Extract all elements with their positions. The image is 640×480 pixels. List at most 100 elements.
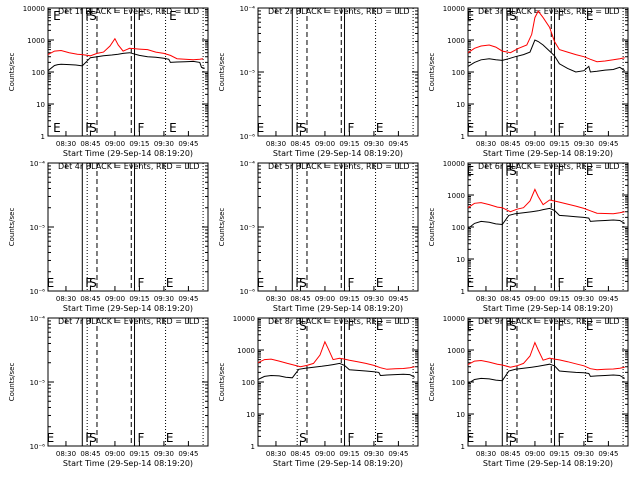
x-tick-label: 08:30 [56, 450, 76, 458]
marker-label: S [509, 9, 517, 23]
y-tick-label: 10⁻⁵ [240, 224, 256, 232]
lld-series-line [257, 340, 415, 370]
y-tick-label: 10000 [233, 315, 255, 323]
panel-4: Det 4r BLACK = Events, RED = LLD 10⁻⁶ 10⁻⁵… [8, 160, 209, 313]
x-tick-label: 09:30 [364, 450, 384, 458]
marker-label: E [586, 121, 594, 135]
x-tick-label: 09:30 [364, 140, 384, 148]
marker-label: F [505, 121, 512, 135]
x-tick-label: 09:45 [178, 295, 198, 303]
y-tick-label: 10⁻⁵ [240, 69, 256, 77]
marker-label: E [169, 121, 177, 135]
marker-label: S [299, 276, 307, 290]
marker-label: F [558, 121, 565, 135]
x-tick-label: 09:15 [129, 450, 149, 458]
marker-label: F [348, 276, 355, 290]
marker-label: E [586, 319, 594, 333]
x-tick-label: 09:15 [549, 295, 569, 303]
panel-title: Det 6r BLACK = Events, RED = LLD [478, 162, 620, 171]
marker-label: E [467, 9, 475, 23]
y-axis-label: Counts/sec [8, 363, 16, 402]
x-axis-label: Start Time (29-Sep-14 08:19:20) [63, 149, 193, 158]
marker-label: E [467, 121, 475, 135]
y-tick-label: 10⁻⁴ [30, 315, 46, 323]
panel-8: Det 8r BLACK = Events, RED = LLD 1 10 100 10… [218, 315, 419, 468]
x-tick-label: 09:00 [315, 140, 335, 148]
y-tick-label: 100 [32, 69, 45, 77]
panel-9: Det 9r BLACK = Events, RED = LLD 1 10 100 10… [428, 315, 629, 468]
y-tick-label: 1000 [447, 37, 465, 45]
panel-title: Det 2r BLACK = Events, RED = LLD [268, 7, 410, 16]
marker-label: F [85, 121, 92, 135]
y-axis-label: Counts/sec [428, 53, 436, 92]
x-axis-label: Start Time (29-Sep-14 08:19:20) [483, 149, 613, 158]
marker-label: E [586, 9, 594, 23]
x-tick-label: 09:00 [525, 295, 545, 303]
marker-label: E [586, 164, 594, 178]
panel-1: Det 1f BLACK = Events, RED = LLD 1 10 100 10… [8, 5, 209, 158]
y-tick-label: 100 [242, 379, 255, 387]
events-series-line [467, 39, 625, 73]
panel-5: Det 5r BLACK = Events, RED = LLD 10⁻⁶ 10⁻⁵… [218, 160, 419, 313]
y-tick-label: 10⁻⁵ [30, 379, 46, 387]
x-tick-label: 08:45 [80, 140, 100, 148]
events-series-line [47, 52, 205, 72]
x-axis-label: Start Time (29-Sep-14 08:19:20) [273, 459, 403, 468]
y-tick-label: 10 [456, 101, 465, 109]
x-axis-label: Start Time (29-Sep-14 08:19:20) [63, 304, 193, 313]
x-tick-label: 09:45 [388, 295, 408, 303]
x-tick-label: 09:30 [154, 140, 174, 148]
x-axis-label: Start Time (29-Sep-14 08:19:20) [483, 459, 613, 468]
panel-7: Det 7r BLACK = Events, RED = LLD 10⁻⁶ 10⁻⁵… [8, 315, 209, 468]
plot-frame [257, 162, 419, 292]
marker-label: S [89, 431, 97, 445]
marker-label: E [376, 431, 384, 445]
x-tick-label: 08:45 [290, 450, 310, 458]
marker-label: S [509, 319, 517, 333]
plot-frame [47, 162, 209, 292]
y-tick-label: 10000 [443, 5, 465, 13]
marker-label: S [89, 9, 97, 23]
marker-label: F [558, 319, 565, 333]
marker-label: F [505, 276, 512, 290]
marker-label: F [505, 9, 512, 23]
y-tick-label: 10000 [23, 5, 45, 13]
lld-series-line [467, 10, 625, 63]
marker-label: S [89, 276, 97, 290]
marker-label: S [509, 164, 517, 178]
panel-3: Det 3r BLACK = Events, RED = LLD 1 10 100 10… [428, 5, 629, 158]
y-axis-label: Counts/sec [218, 53, 226, 92]
x-tick-label: 09:45 [598, 140, 618, 148]
x-tick-label: 09:45 [388, 450, 408, 458]
panel-title: Det 9r BLACK = Events, RED = LLD [478, 317, 620, 326]
marker-label: S [299, 121, 307, 135]
marker-label: F [295, 276, 302, 290]
y-tick-label: 10⁻⁴ [240, 5, 256, 13]
marker-label: E [467, 431, 475, 445]
marker-label: E [376, 319, 384, 333]
x-tick-label: 09:30 [154, 295, 174, 303]
y-tick-label: 1000 [447, 347, 465, 355]
marker-label: E [166, 276, 174, 290]
panel-title: Det 3r BLACK = Events, RED = LLD [478, 7, 620, 16]
x-tick-label: 08:30 [476, 450, 496, 458]
x-tick-label: 09:45 [598, 295, 618, 303]
plot-frame [467, 7, 629, 137]
marker-label: E [467, 276, 475, 290]
y-tick-label: 1 [461, 443, 465, 451]
y-tick-label: 10000 [443, 315, 465, 323]
x-tick-label: 08:30 [476, 140, 496, 148]
marker-label: E [467, 164, 475, 178]
x-tick-label: 09:45 [178, 450, 198, 458]
marker-label: F [138, 9, 145, 23]
marker-label: E [47, 276, 55, 290]
y-tick-label: 1000 [27, 37, 45, 45]
x-tick-label: 09:15 [339, 450, 359, 458]
marker-label: F [558, 164, 565, 178]
y-tick-label: 1 [251, 443, 255, 451]
x-tick-label: 09:00 [315, 295, 335, 303]
x-tick-label: 09:15 [549, 140, 569, 148]
marker-label: F [138, 121, 145, 135]
y-tick-label: 1000 [447, 192, 465, 200]
